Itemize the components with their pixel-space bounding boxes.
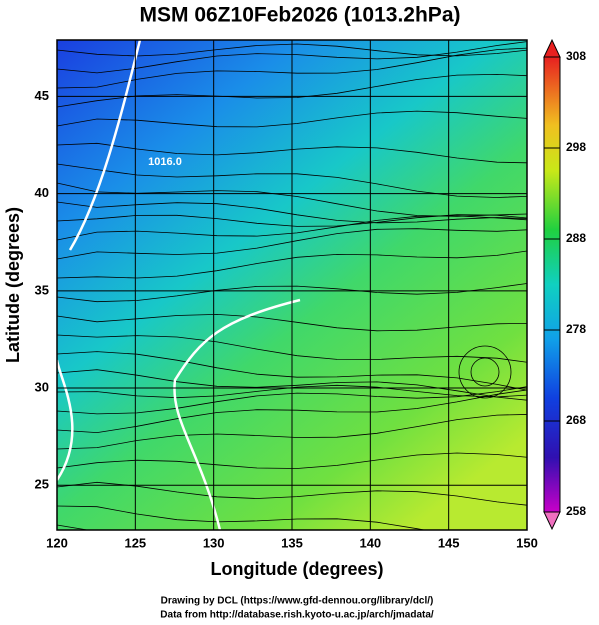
colorbar-tick-label: 308: [566, 49, 586, 63]
streamline: [57, 142, 527, 164]
streamline: [57, 313, 527, 332]
colorbar-tick-label: 278: [566, 322, 586, 336]
x-tick-label: 150: [516, 535, 538, 550]
streamline: [57, 414, 527, 450]
streamline: [57, 215, 527, 241]
y-axis-label: Latitude (degrees): [3, 207, 23, 363]
x-tick-label: 140: [359, 535, 381, 550]
x-tick-label: 120: [46, 535, 68, 550]
x-axis-label: Longitude (degrees): [210, 559, 383, 579]
y-tick-label: 30: [35, 379, 49, 394]
streamline: [57, 201, 527, 224]
y-tick-label: 40: [35, 185, 49, 200]
footer-line: Data from http://database.rish.kyoto-u.a…: [160, 610, 434, 621]
y-tick-label: 45: [35, 88, 49, 103]
streamline: [57, 369, 527, 401]
streamline: [57, 283, 527, 303]
colorbar: [543, 56, 561, 513]
isobar: [57, 359, 74, 481]
streamline: [57, 389, 527, 434]
streamline: [57, 452, 527, 469]
streamline: [57, 110, 527, 128]
colorbar-bottom-arrow: [543, 511, 561, 531]
x-tick-label: 125: [124, 535, 146, 550]
streamline: [57, 351, 527, 391]
y-tick-label: 35: [35, 282, 49, 297]
colorbar-tick-label: 298: [566, 140, 586, 154]
streamline: [57, 228, 527, 260]
streamline: [57, 47, 527, 89]
streamline: [57, 41, 527, 74]
vortex: [458, 345, 512, 399]
streamline: [57, 250, 527, 279]
streamline: [57, 386, 527, 415]
contour-label: 1016.0: [148, 156, 182, 168]
x-tick-label: 145: [438, 535, 460, 550]
streamline: [57, 505, 427, 530]
streamline: [57, 481, 527, 506]
x-tick-label: 135: [281, 535, 303, 550]
streamlines: [57, 40, 527, 530]
streamline: [57, 163, 527, 198]
streamline: [57, 384, 527, 399]
colorbar-top-arrow: [543, 38, 561, 58]
x-tick-label: 130: [203, 535, 225, 550]
streamline: [57, 214, 527, 227]
title: MSM 06Z10Feb2026 (1013.2hPa): [140, 4, 461, 27]
colorbar-tick-label: 268: [566, 413, 586, 427]
streamline: [57, 334, 527, 363]
footer-line: Drawing by DCL (https://www.gfd-dennou.o…: [161, 596, 434, 607]
colorbar-tick-label: 288: [566, 231, 586, 245]
vortex: [470, 357, 500, 387]
isobar: [173, 298, 301, 530]
isobar: [68, 40, 142, 251]
colorbar-tick-label: 258: [566, 504, 586, 518]
y-tick-label: 25: [35, 477, 49, 492]
